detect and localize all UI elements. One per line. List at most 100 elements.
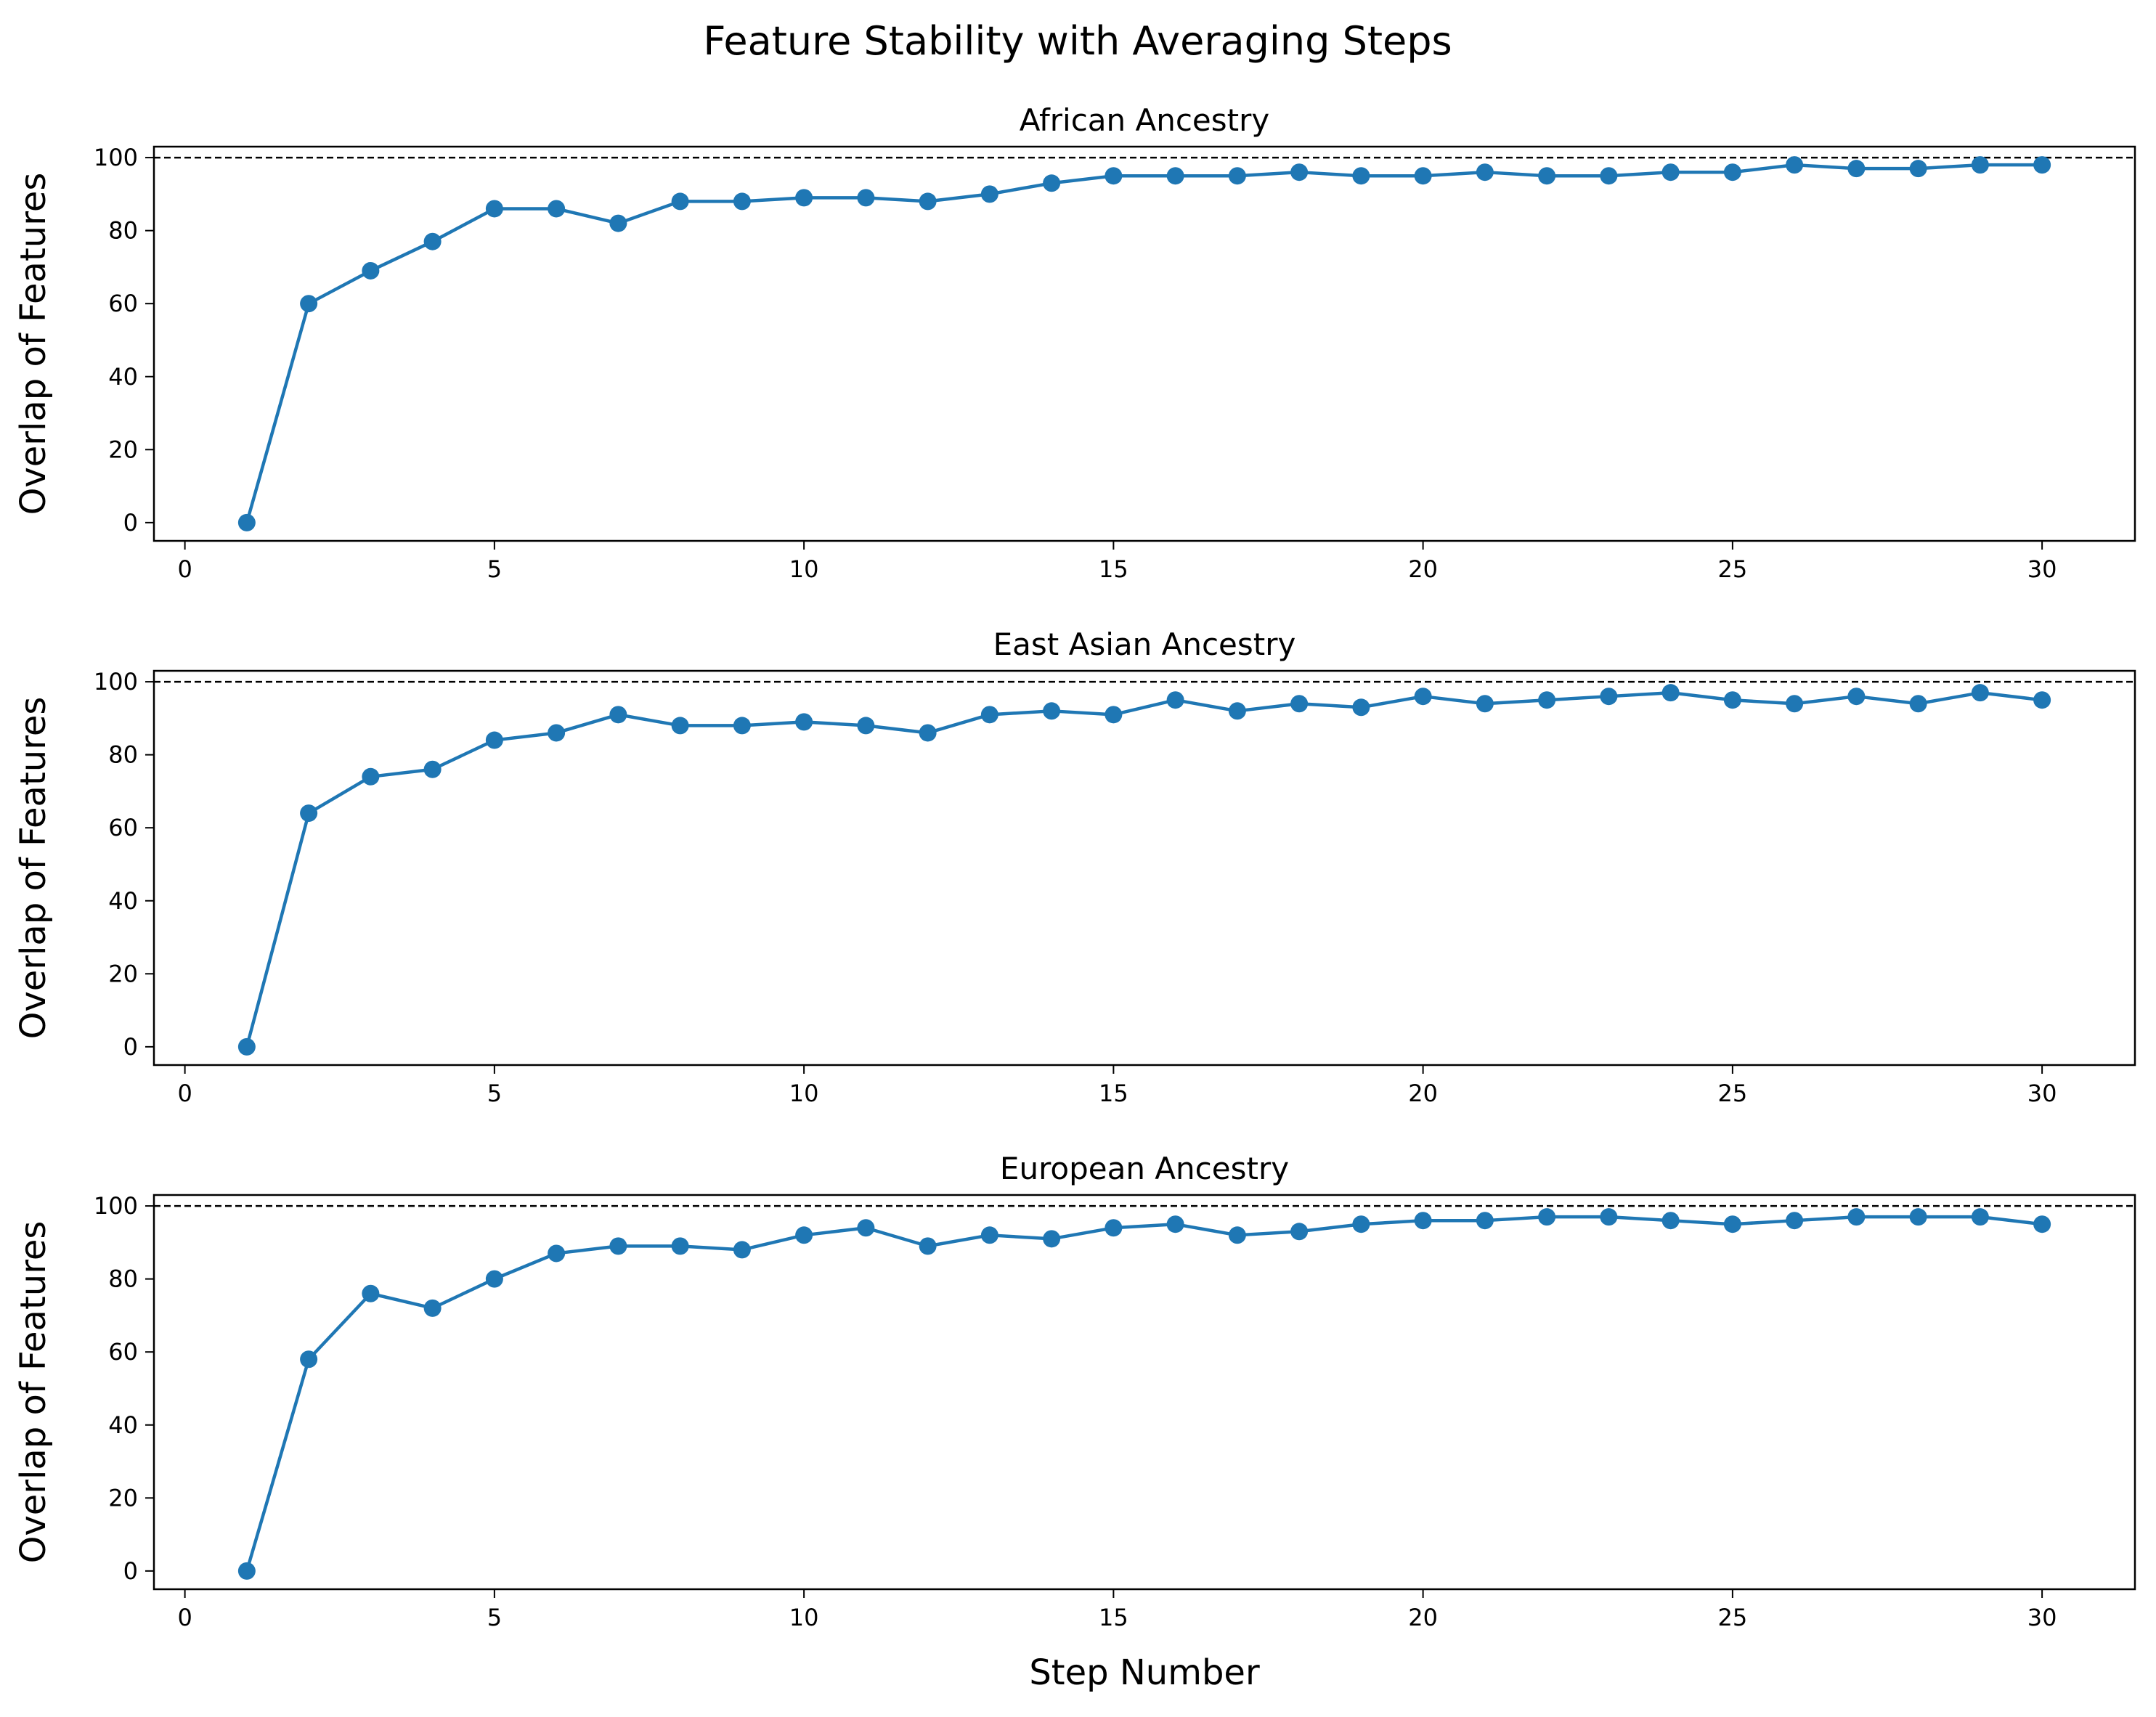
y-tick-label: 20 xyxy=(108,436,138,463)
y-tick-label: 40 xyxy=(108,887,138,915)
data-point xyxy=(1166,167,1184,185)
data-point xyxy=(1786,1212,1804,1230)
data-point xyxy=(423,760,442,778)
data-point xyxy=(1290,163,1309,182)
data-point xyxy=(485,200,503,218)
y-tick-label: 60 xyxy=(108,290,138,317)
data-point xyxy=(1228,702,1246,720)
data-point xyxy=(733,717,751,735)
data-point xyxy=(1228,1226,1246,1244)
x-tick-label: 20 xyxy=(1408,555,1438,583)
data-point xyxy=(1105,1219,1123,1237)
data-point xyxy=(1661,163,1680,182)
data-point xyxy=(1166,1215,1184,1233)
y-axis-label: Overlap of Features xyxy=(13,173,54,515)
data-point xyxy=(919,192,937,211)
data-point xyxy=(609,706,627,724)
data-point xyxy=(362,261,380,280)
data-point xyxy=(919,1237,937,1255)
x-tick-label: 0 xyxy=(177,555,192,583)
data-point xyxy=(2033,691,2051,709)
data-point xyxy=(1909,695,1927,713)
x-tick-label: 10 xyxy=(789,1080,819,1107)
series-line xyxy=(245,690,2043,1048)
x-tick-label: 20 xyxy=(1408,1604,1438,1631)
axes-frame xyxy=(152,669,2136,1067)
data-point xyxy=(1723,691,1741,709)
x-tick-label: 10 xyxy=(789,1604,819,1631)
x-tick-label: 5 xyxy=(487,1080,502,1107)
data-point xyxy=(1166,691,1184,709)
y-axis-label: Overlap of Features xyxy=(13,697,54,1040)
data-point xyxy=(1538,167,1556,185)
data-point xyxy=(671,192,689,211)
y-tick-label: 100 xyxy=(94,1192,138,1220)
data-point xyxy=(548,200,566,218)
data-point xyxy=(300,295,318,313)
y-tick-label: 20 xyxy=(108,1484,138,1512)
data-point xyxy=(857,717,875,735)
data-point xyxy=(1352,167,1370,185)
subplot-title: African Ancestry xyxy=(1020,102,1270,138)
data-point xyxy=(1847,160,1866,178)
data-point xyxy=(919,724,937,742)
data-point xyxy=(362,1284,380,1302)
data-point xyxy=(1043,1230,1061,1248)
data-point xyxy=(1971,684,1989,702)
x-tick-label: 30 xyxy=(2027,1080,2057,1107)
x-tick-label: 15 xyxy=(1099,1080,1128,1107)
y-tick-label: 40 xyxy=(108,1411,138,1439)
data-point xyxy=(1043,174,1061,192)
x-tick-label: 10 xyxy=(789,555,819,583)
x-tick-label: 25 xyxy=(1718,555,1748,583)
x-tick-label: 0 xyxy=(177,1604,192,1631)
data-point xyxy=(1786,156,1804,174)
y-tick-label: 40 xyxy=(108,363,138,391)
data-point xyxy=(980,1226,998,1244)
y-tick-label: 0 xyxy=(123,1557,138,1585)
data-point xyxy=(1600,167,1618,185)
y-axis-label: Overlap of Features xyxy=(13,1221,54,1564)
data-point xyxy=(1476,1212,1494,1230)
x-tick-label: 5 xyxy=(487,1604,502,1631)
figure-title: Feature Stability with Averaging Steps xyxy=(703,18,1452,64)
data-point xyxy=(1538,691,1556,709)
data-point xyxy=(1971,156,1989,174)
x-tick-label: 0 xyxy=(177,1080,192,1107)
data-point xyxy=(1414,1212,1432,1230)
subplot-1: African Ancestry Overlap of Features 0 20 40… xyxy=(13,102,2136,583)
subplot-2: East Asian Ancestry Overlap of Features 0 2… xyxy=(13,627,2136,1107)
data-point xyxy=(1600,1208,1618,1226)
series-line xyxy=(245,1215,2043,1572)
y-tick-label: 80 xyxy=(108,741,138,769)
data-point xyxy=(1414,688,1432,706)
data-point xyxy=(1476,695,1494,713)
data-point xyxy=(1538,1208,1556,1226)
data-point xyxy=(237,513,256,531)
data-point xyxy=(1600,688,1618,706)
data-point xyxy=(1661,684,1680,702)
data-point xyxy=(1723,163,1741,182)
axes-frame xyxy=(152,145,2136,542)
x-tick-label: 30 xyxy=(2027,555,2057,583)
data-point xyxy=(857,1219,875,1237)
x-tick-label: 15 xyxy=(1099,1604,1128,1631)
x-tick-label: 15 xyxy=(1099,555,1128,583)
data-point xyxy=(733,1241,751,1259)
data-point xyxy=(1352,1215,1370,1233)
data-point xyxy=(1105,706,1123,724)
data-point xyxy=(1909,160,1927,178)
data-point xyxy=(795,713,813,731)
x-tick-label: 5 xyxy=(487,555,502,583)
data-point xyxy=(980,706,998,724)
data-point xyxy=(1661,1212,1680,1230)
data-point xyxy=(1971,1208,1989,1226)
subplots: African Ancestry Overlap of Features 0 20 40… xyxy=(13,102,2136,1631)
data-point xyxy=(300,804,318,823)
data-point xyxy=(1228,167,1246,185)
x-tick-label: 30 xyxy=(2027,1604,2057,1631)
y-tick-label: 80 xyxy=(108,1265,138,1293)
data-point xyxy=(1105,167,1123,185)
data-point xyxy=(1847,1208,1866,1226)
